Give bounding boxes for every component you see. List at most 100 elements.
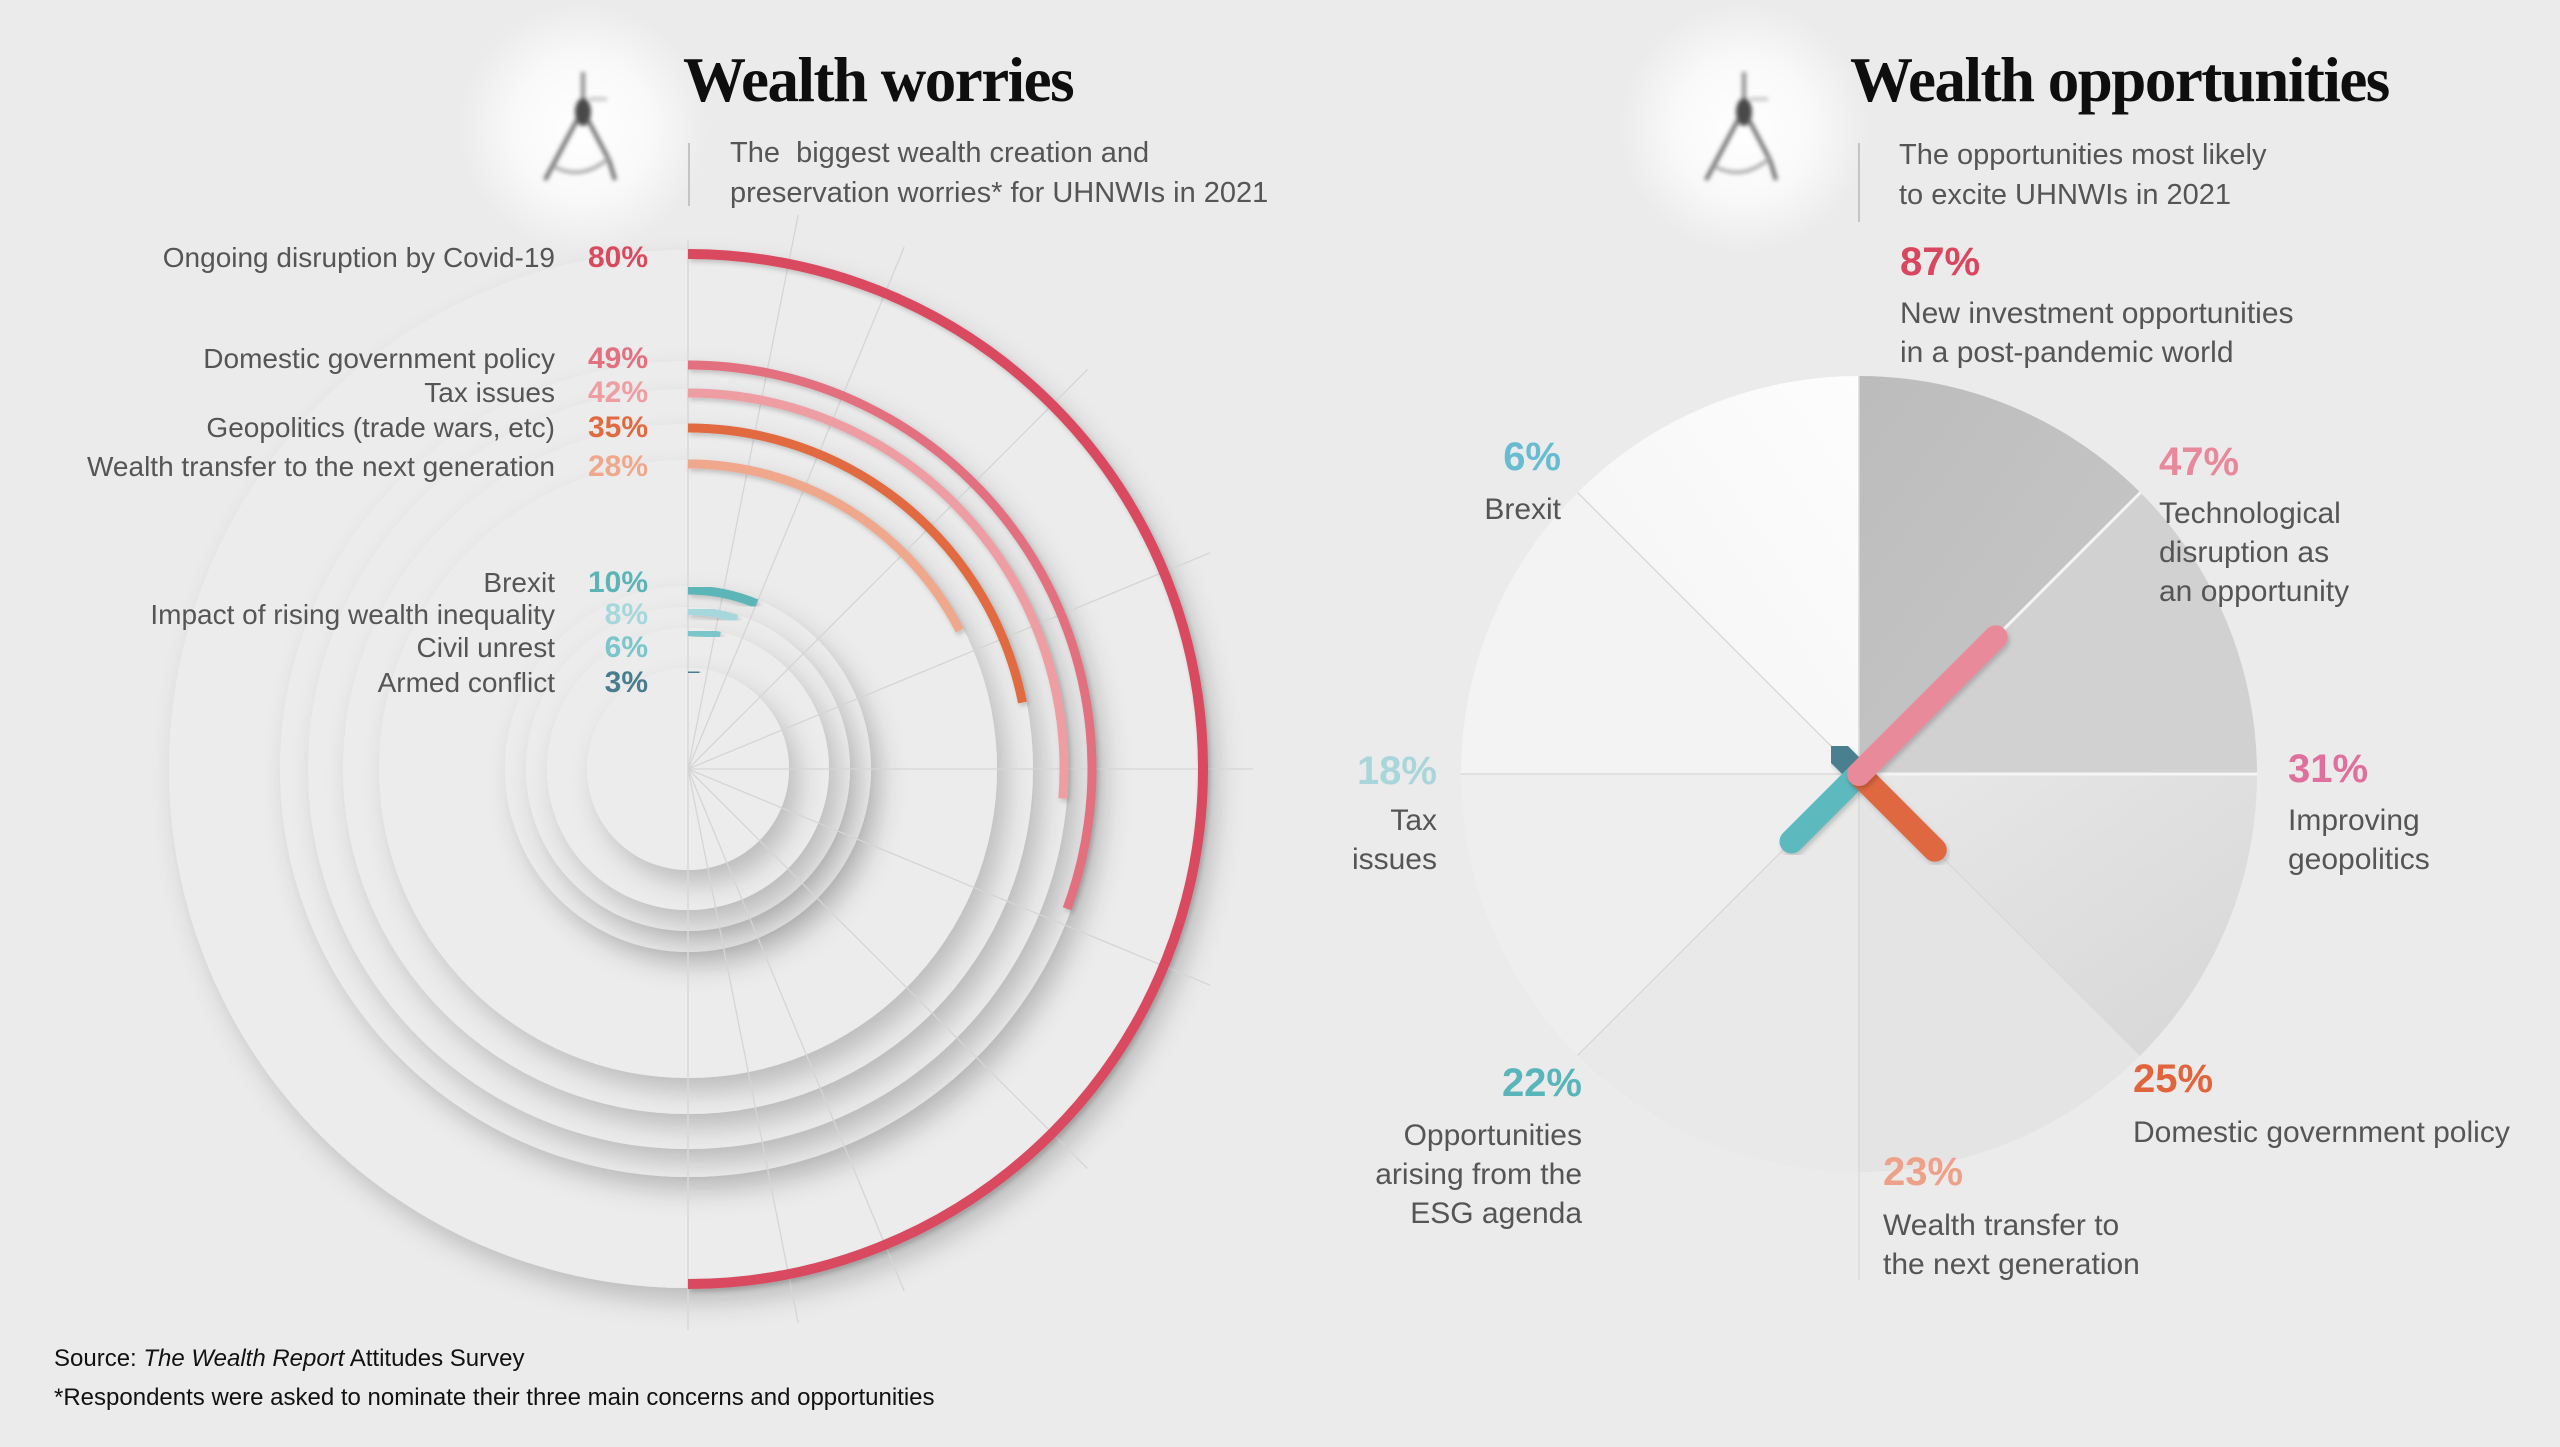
opportunity-value-label: 47% [2159,440,2240,484]
opportunity-label-line: Opportunities [1403,1119,1582,1152]
opportunity-label-line: Brexit [1484,493,1561,526]
opportunity-label: Opportunities arising from the ESG agend… [1375,1116,1582,1233]
backdrop-sector [1461,774,1859,1056]
backdrop-sector [1577,774,1859,1172]
worry-value-label: 28% [587,450,648,483]
grid-line [1577,492,1860,775]
opportunity-value-label: 31% [2288,747,2369,791]
worries-subtitle-line: The biggest wealth creation and [730,137,1150,169]
opportunities-subtitle: The opportunities most likely to excite U… [1899,135,2267,215]
worries-subtitle-line: preservation worries* for UHNWIs in 2021 [730,177,1269,209]
worries-subtitle-divider [688,143,690,206]
worry-arc [687,607,739,623]
opportunities-spokes [1767,412,2008,886]
opportunity-label-line: Improving [2288,804,2420,837]
compass-drawing [543,72,617,181]
opportunity-label-line: Technological [2159,497,2341,530]
source-prefix: Source: [54,1345,144,1372]
worry-arc [687,249,1208,1289]
opportunities-backdrop-sectors [1461,376,2257,1172]
opportunity-label-line: disruption as [2159,536,2330,569]
opportunity-label: Wealth transfer to the next generation [1883,1206,2140,1284]
compass-icon [458,3,708,253]
source-note: Source: The Wealth Report Attitudes Surv… [54,1344,524,1374]
opportunity-value-label: 22% [1501,1061,1582,1105]
opportunity-label-line: Domestic government policy [2133,1116,2510,1149]
opportunity-value-label: 6% [1503,435,1561,479]
worry-value-label: 10% [587,566,648,599]
compass-icon [1619,3,1869,253]
worry-value-label: 42% [587,376,648,409]
source-suffix: Attitudes Survey [344,1345,525,1372]
opportunities-subtitle-line: The opportunities most likely [1899,139,2267,171]
opportunity-label-line: an opportunity [2159,575,2350,608]
opportunity-label: Domestic government policy [2133,1113,2510,1152]
worry-label: Impact of rising wealth inequality [150,599,555,630]
grid-line [687,369,1088,770]
worry-label: Ongoing disruption by Covid-19 [162,242,555,273]
grid-line [687,214,799,770]
worry-value-label: 35% [587,411,648,444]
worry-arc [687,628,721,640]
grid-line [687,768,1211,986]
footnote: *Respondents were asked to nominate thei… [54,1384,935,1411]
worry-label: Geopolitics (trade wars, etc) [206,412,555,443]
icon-glow [1619,3,1869,253]
opportunity-spoke [1847,762,1947,862]
opportunity-label-line: arising from the [1375,1158,1582,1191]
worry-label: Domestic government policy [203,343,555,374]
worry-value-label: 3% [604,666,648,699]
worry-value-label: 80% [587,241,648,274]
opportunity-value-label: 25% [2133,1057,2214,1101]
worry-label: Civil unrest [416,632,555,663]
opportunity-value-label: 87% [1900,240,1981,284]
opportunity-label-line: issues [1351,843,1437,876]
opportunity-label: Brexit [1484,490,1561,529]
worry-label: Wealth transfer to the next generation [87,451,555,482]
opportunity-label-line: Wealth transfer to [1883,1209,2120,1242]
opportunities-subtitle-divider [1858,143,1860,222]
grid-line [687,768,1088,1169]
grid-line [687,768,905,1292]
opportunity-label-line: in a post-pandemic world [1900,336,2234,369]
opportunity-label: Improving geopolitics [2288,801,2430,879]
opportunity-label: New investment opportunities in a post-p… [1900,294,2294,372]
worry-value-label: 8% [604,598,648,631]
opportunity-label-line: geopolitics [2288,843,2430,876]
worry-arc [687,667,700,677]
source-publication: The Wealth Report [143,1345,345,1372]
worry-arc [687,459,964,633]
opportunity-value-label: 23% [1883,1150,1964,1194]
opportunities-subtitle-line: to excite UHNWIs in 2021 [1899,179,2232,211]
grid-line [687,768,799,1324]
worries-title: Wealth worries [683,45,1075,115]
worry-arc [687,585,759,608]
worry-label: Brexit [483,567,555,598]
icon-glow [458,3,708,253]
grid-line [687,552,1211,770]
backdrop-sector [1859,774,2257,1056]
opportunities-title: Wealth opportunities [1850,45,2390,115]
backdrop-sector [1859,492,2257,774]
worries-subtitle: The biggest wealth creation and preservat… [730,133,1268,213]
worry-value-label: 6% [604,631,648,664]
backdrop-sector [1461,492,1859,774]
worries-arcs [687,249,1208,1289]
worry-label: Tax issues [424,377,555,408]
worry-label: Armed conflict [377,667,555,698]
opportunity-label-line: New investment opportunities [1900,297,2294,330]
worry-value-label: 49% [587,342,648,375]
worry-arc [687,360,1097,911]
compass-drawing [1704,72,1778,181]
backdrop-sector [1577,376,1859,774]
worry-arc [687,423,1027,704]
worries-grid [687,214,1253,1330]
opportunity-value-label: 18% [1356,749,1437,793]
opportunity-label: Tax issues [1352,801,1437,879]
opportunity-label: Technological disruption as an opportuni… [2159,494,2349,611]
opportunity-label-line: the next generation [1883,1248,2140,1281]
worry-arc [687,388,1069,799]
opportunity-label-line: Tax [1390,804,1437,837]
backdrop-sector [1859,774,2141,1172]
